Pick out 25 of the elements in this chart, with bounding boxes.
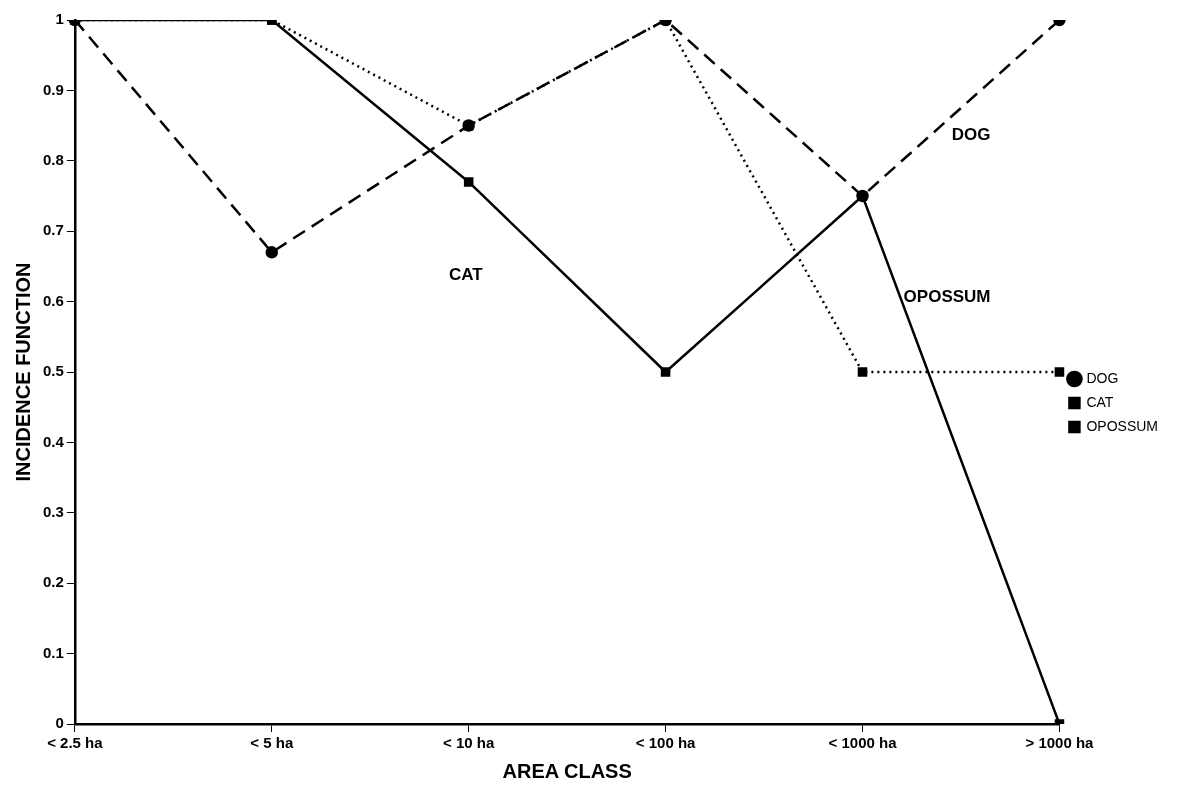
annotation: DOG: [951, 124, 991, 144]
x-tick-label: < 100 ha: [635, 734, 697, 752]
y-tick-label: 0.9: [42, 80, 64, 98]
x-tick-label: < 1000 ha: [828, 734, 898, 752]
y-tick-label: 0: [55, 714, 64, 732]
legend-label: OPOSSUM: [1086, 417, 1159, 434]
legend-label: DOG: [1086, 369, 1119, 386]
y-tick-label: 0.2: [42, 573, 64, 591]
annotation: CAT: [448, 265, 484, 285]
y-tick-label: 0.1: [42, 643, 64, 661]
y-tick-label: 0.6: [42, 291, 64, 309]
y-tick-label: 0.3: [42, 502, 64, 520]
legend-label: CAT: [1086, 393, 1114, 410]
y-axis-title: INCIDENCE FUNCTION: [11, 262, 34, 482]
annotation: OPOSSUM: [903, 286, 991, 306]
x-axis-title: AREA CLASS: [502, 759, 632, 782]
x-tick-label: < 10 ha: [443, 734, 495, 752]
y-tick-label: 0.7: [42, 221, 64, 239]
x-tick-label: < 5 ha: [250, 734, 294, 752]
x-tick-label: < 2.5 ha: [47, 734, 104, 752]
x-tick-label: > 1000 ha: [1025, 734, 1095, 752]
y-tick-label: 0.4: [42, 432, 65, 450]
y-tick-label: 1: [55, 10, 64, 28]
y-tick-label: 0.5: [42, 362, 64, 380]
y-tick-label: 0.8: [42, 150, 64, 168]
